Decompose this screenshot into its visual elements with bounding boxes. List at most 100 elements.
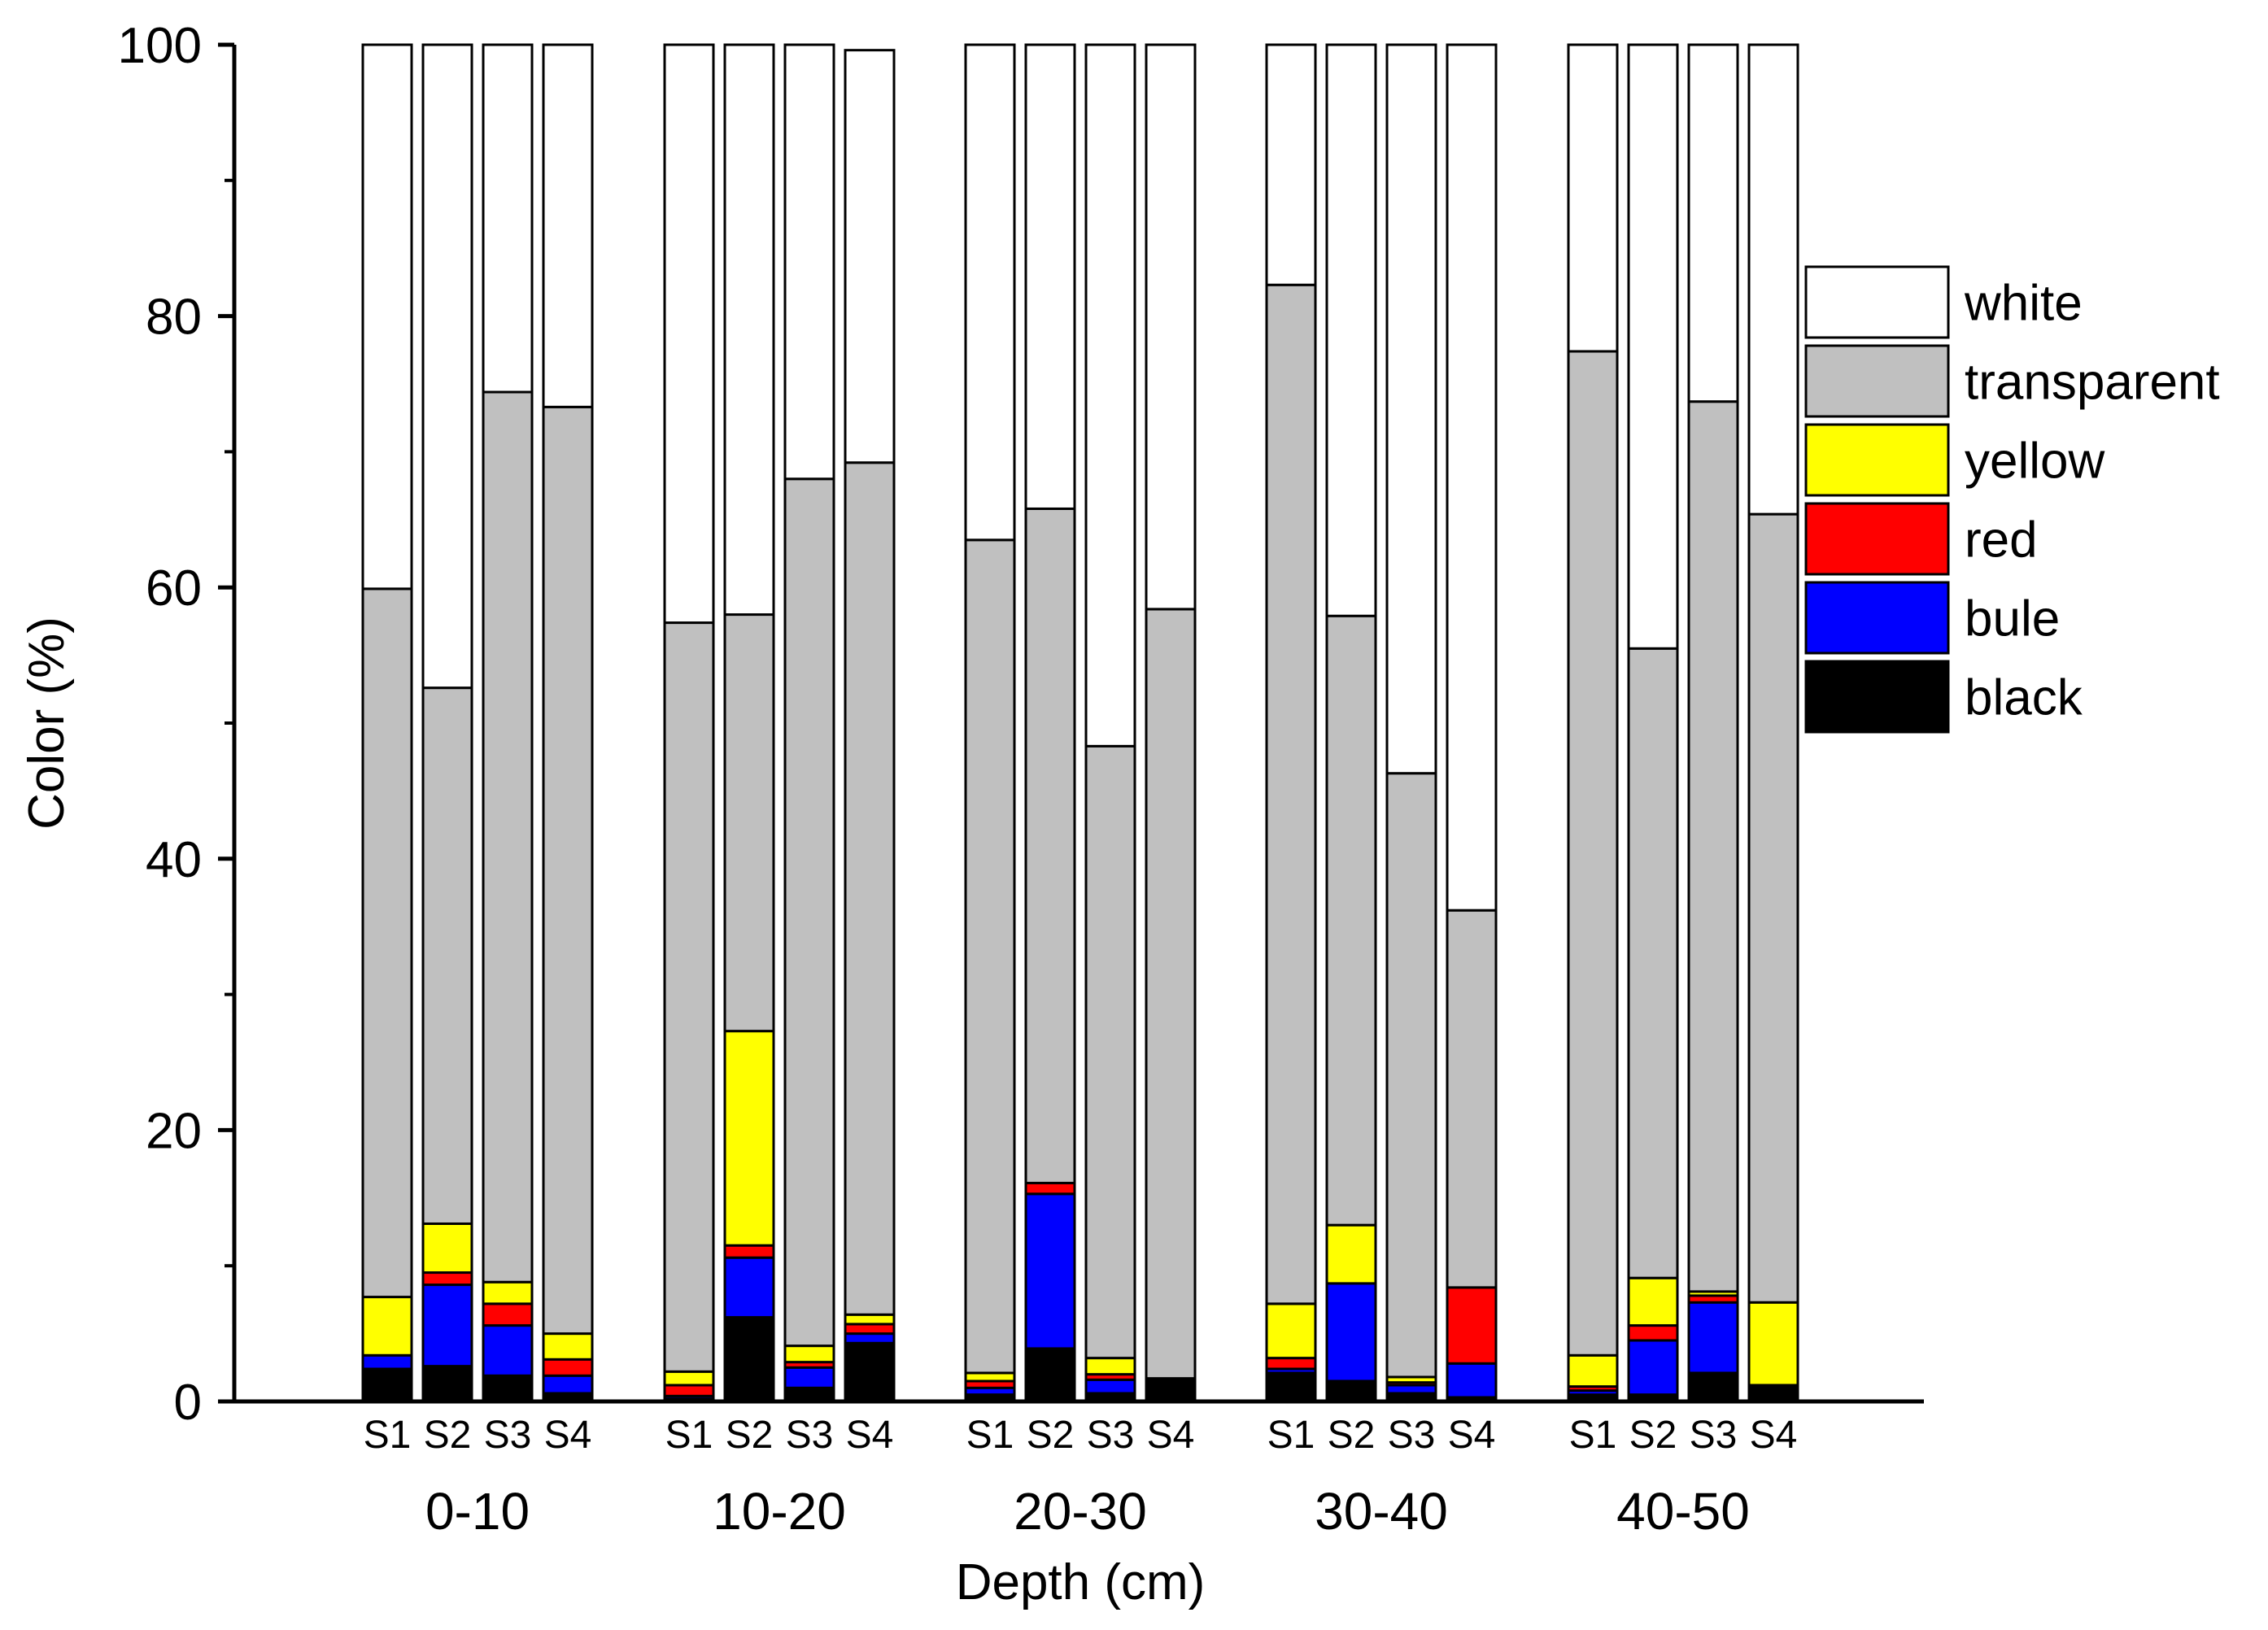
y-axis-title: Color (%) [19, 617, 75, 830]
sample-label: S1 [1569, 1414, 1617, 1457]
depth-group-label: 20-30 [1014, 1482, 1147, 1541]
bar-segment-transparent-10-20-S3 [783, 477, 835, 1348]
bar-segment-transparent-20-30-S4 [1145, 608, 1197, 1380]
bar-segment-white-10-20-S3 [783, 43, 835, 481]
bar-segment-white-20-30-S3 [1084, 43, 1136, 747]
bar-segment-transparent-0-10-S1 [361, 587, 413, 1299]
sample-label: S4 [1147, 1414, 1195, 1457]
legend-swatch-white [1804, 265, 1950, 339]
bar-segment-yellow-10-20-S3 [783, 1345, 835, 1364]
bar-segment-yellow-0-10-S1 [361, 1296, 413, 1357]
bar-segment-transparent-40-50-S3 [1687, 400, 1739, 1293]
sample-label: S4 [846, 1414, 894, 1457]
bar-segment-transparent-40-50-S1 [1567, 350, 1619, 1357]
bar-segment-black-40-50-S3 [1687, 1371, 1739, 1403]
sample-label: S2 [1629, 1414, 1677, 1457]
bar-segment-transparent-40-50-S4 [1747, 512, 1799, 1304]
bar-segment-white-0-10-S3 [482, 43, 534, 394]
bar-segment-yellow-40-50-S2 [1627, 1276, 1679, 1327]
bar-segment-transparent-30-40-S1 [1265, 283, 1317, 1305]
bar-segment-red-10-20-S2 [723, 1244, 775, 1259]
bar-segment-black-10-20-S4 [844, 1341, 896, 1403]
bar-segment-black-0-10-S3 [482, 1374, 534, 1403]
bar-segment-white-40-50-S2 [1627, 43, 1679, 650]
bar-segment-white-10-20-S2 [723, 43, 775, 617]
bar-segment-transparent-20-30-S1 [964, 538, 1016, 1375]
bar-segment-bule-10-20-S2 [723, 1256, 775, 1319]
bar-segment-white-30-40-S2 [1325, 43, 1377, 617]
bar-segment-white-10-20-S4 [844, 49, 896, 464]
bar-segment-yellow-10-20-S1 [663, 1370, 715, 1387]
bar-segment-bule-10-20-S4 [844, 1332, 896, 1345]
bar-segment-white-20-30-S2 [1024, 43, 1076, 510]
bar-segment-bule-0-10-S1 [361, 1353, 413, 1371]
legend-swatch-black [1804, 660, 1950, 734]
legend: white transparent yellow red bule black [1804, 265, 2220, 734]
bar-segment-black-0-10-S1 [361, 1367, 413, 1403]
bar-segment-black-20-30-S4 [1145, 1377, 1197, 1403]
bar-segment-bule-0-10-S3 [482, 1324, 534, 1377]
bar-segment-white-20-30-S4 [1145, 43, 1197, 611]
legend-label-transparent: transparent [1965, 355, 2220, 411]
y-tick-label: 60 [146, 560, 202, 617]
sample-label: S4 [1750, 1414, 1798, 1457]
bars [361, 43, 1799, 1403]
y-tick-label: 100 [118, 18, 202, 74]
depth-group-label: 0-10 [425, 1482, 530, 1541]
bar-segment-yellow-0-10-S2 [421, 1222, 473, 1275]
bar-segment-bule-20-30-S3 [1084, 1378, 1136, 1395]
depth-group-label: 10-20 [713, 1482, 846, 1541]
bar-segment-black-10-20-S3 [783, 1386, 835, 1403]
bar-segment-yellow-30-40-S1 [1265, 1302, 1317, 1360]
bar-segment-white-0-10-S2 [421, 43, 473, 690]
bar-segment-transparent-20-30-S2 [1024, 507, 1076, 1184]
bar-segment-black-30-40-S1 [1265, 1371, 1317, 1403]
sample-label: S1 [364, 1414, 412, 1457]
sample-label: S3 [484, 1414, 532, 1457]
bar-segment-yellow-20-30-S1 [964, 1371, 1016, 1383]
bar-segment-bule-30-40-S4 [1446, 1362, 1498, 1399]
legend-swatch-bule [1804, 581, 1950, 655]
bar-segment-transparent-0-10-S3 [482, 390, 534, 1284]
y-tick-label: 40 [146, 832, 202, 888]
bar-segment-black-10-20-S2 [723, 1316, 775, 1403]
bar-segment-red-10-20-S1 [663, 1384, 715, 1397]
bar-segment-yellow-40-50-S1 [1567, 1353, 1619, 1388]
legend-label-yellow: yellow [1965, 434, 2105, 490]
bar-segment-bule-40-50-S3 [1687, 1301, 1739, 1375]
bar-segment-white-40-50-S4 [1747, 43, 1799, 516]
y-tick-label: 20 [146, 1103, 202, 1159]
sample-label: S3 [1388, 1414, 1436, 1457]
depth-group-label: 40-50 [1616, 1482, 1750, 1541]
bar-segment-bule-10-20-S3 [783, 1366, 835, 1389]
bar-segment-transparent-10-20-S1 [663, 621, 715, 1373]
depth-group-label: 30-40 [1315, 1482, 1448, 1541]
bar-segment-white-0-10-S4 [542, 43, 594, 408]
y-tick-label: 80 [146, 290, 202, 346]
bar-segment-red-0-10-S4 [542, 1358, 594, 1377]
bar-segment-red-0-10-S2 [421, 1271, 473, 1287]
bar-segment-white-30-40-S4 [1446, 43, 1498, 912]
bar-segment-transparent-30-40-S4 [1446, 909, 1498, 1289]
bar-segment-white-40-50-S3 [1687, 43, 1739, 403]
legend-label-white: white [1964, 276, 2083, 332]
bar-segment-white-10-20-S1 [663, 43, 715, 625]
bar-segment-black-30-40-S2 [1325, 1379, 1377, 1403]
legend-label-black: black [1965, 670, 2083, 726]
bar-segment-transparent-10-20-S2 [723, 613, 775, 1033]
y-ticks: 0 20 40 60 80 100 [118, 18, 234, 1431]
sample-label: S2 [1328, 1414, 1376, 1457]
bar-segment-bule-30-40-S3 [1385, 1384, 1437, 1395]
bar-segment-transparent-40-50-S2 [1627, 647, 1679, 1279]
bar-segment-red-30-40-S1 [1265, 1357, 1317, 1371]
bar-segment-white-40-50-S1 [1567, 43, 1619, 353]
bar-segment-yellow-40-50-S4 [1747, 1301, 1799, 1387]
x-axis-title: Depth (cm) [956, 1554, 1206, 1610]
bar-segment-transparent-0-10-S2 [421, 686, 473, 1225]
sample-label: S2 [1027, 1414, 1075, 1457]
sample-label: S1 [1267, 1414, 1315, 1457]
bar-segment-bule-0-10-S2 [421, 1284, 473, 1368]
sample-label: S1 [665, 1414, 713, 1457]
bar-segment-white-30-40-S1 [1265, 43, 1317, 286]
